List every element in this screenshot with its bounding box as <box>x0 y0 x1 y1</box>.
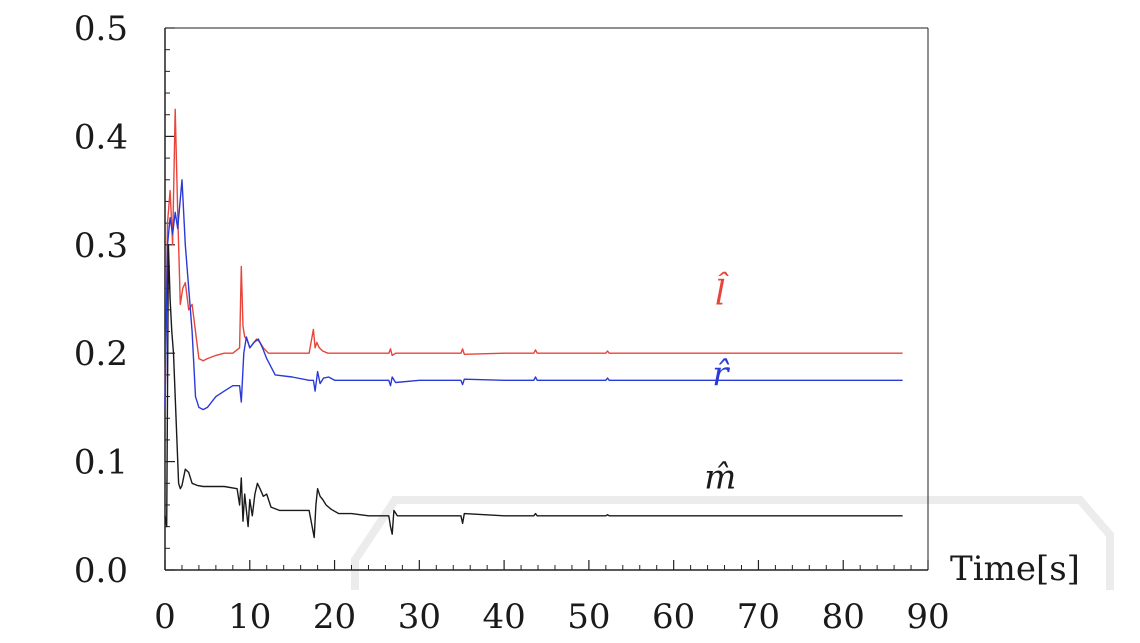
axes: 0 10 20 30 40 50 60 70 80 90 0.0 0.1 0.2 0.3 0.4 0.5 Tim… <box>74 9 1080 637</box>
series-lines <box>164 108 903 539</box>
y-tick-label: 0.2 <box>74 334 128 374</box>
x-tick-label: 40 <box>482 597 525 637</box>
y-tick-label: 0.1 <box>74 443 128 483</box>
y-tick-label: 0.5 <box>74 9 128 49</box>
series-line-1 <box>164 179 903 411</box>
series-line-0 <box>164 108 903 408</box>
series-label-1: r̂ <box>712 355 730 395</box>
x-tick-label: 70 <box>737 597 780 637</box>
x-tick-label: 60 <box>652 597 695 637</box>
series-label-2: m̂ <box>704 458 736 498</box>
x-tick-label: 50 <box>567 597 610 637</box>
x-tick-label: 20 <box>313 597 356 637</box>
watermark-shape <box>351 496 1114 590</box>
x-tick-label: 0 <box>154 597 176 637</box>
series-labels: l̂ r̂ m̂ <box>704 271 736 498</box>
x-tick-label: 30 <box>398 597 441 637</box>
y-tick-label: 0.3 <box>74 226 128 266</box>
y-tick-label: 0.4 <box>74 117 128 157</box>
x-tick-label: 10 <box>228 597 271 637</box>
y-tick-label: 0.0 <box>74 551 128 591</box>
series-line-2 <box>164 244 903 539</box>
x-axis-label: Time[s] <box>950 549 1080 589</box>
x-tick-label: 90 <box>906 597 949 637</box>
x-tick-label: 80 <box>822 597 865 637</box>
series-label-0: l̂ <box>715 271 729 313</box>
